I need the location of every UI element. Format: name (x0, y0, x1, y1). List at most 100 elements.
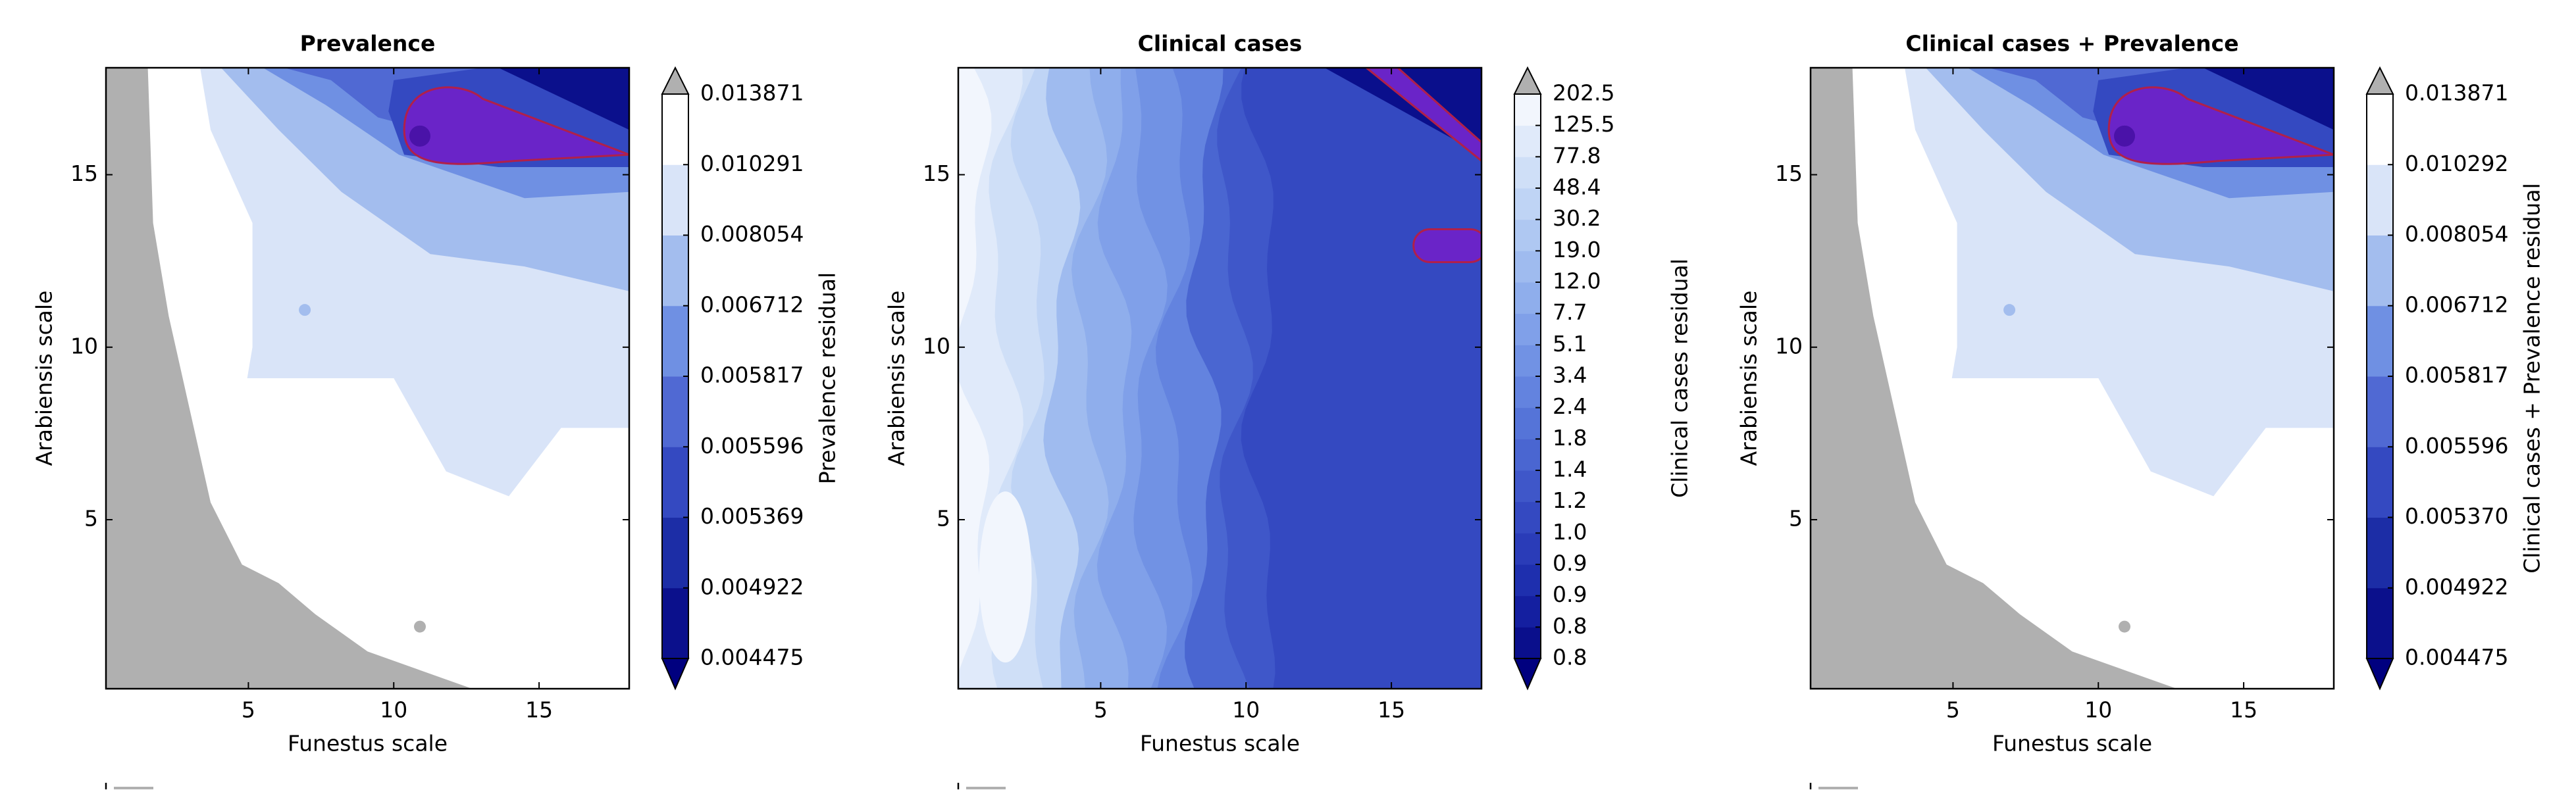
x-tick-label: 5 (1946, 697, 1960, 723)
y-tick-label: 15 (70, 161, 98, 186)
x-axis-label: Funestus scale (288, 731, 448, 756)
colorbar-tick-label: 1.0 (1553, 519, 1587, 545)
colorbar-tick-label: 0.005817 (700, 362, 804, 388)
colorbar-band (662, 587, 688, 659)
colorbar-tick-label: 12.0 (1553, 268, 1601, 294)
y-axis-label: Arabiensis scale (32, 291, 57, 466)
colorbar-band (1514, 533, 1541, 565)
colorbar-band (1514, 501, 1541, 533)
contour-spot (2114, 125, 2135, 147)
y-axis-label: Arabiensis scale (884, 291, 910, 466)
colorbar-band (1514, 564, 1541, 597)
x-axis-label: Funestus scale (1140, 731, 1300, 756)
contour-region (106, 68, 473, 689)
colorbar-tick-label: 19.0 (1553, 237, 1601, 262)
colorbar-tick-label: 125.5 (1553, 111, 1614, 137)
colorbar-band (1514, 439, 1541, 471)
x-tick-label: 15 (1378, 697, 1405, 723)
contour-region (2107, 86, 2334, 165)
colorbar-band (2367, 447, 2393, 518)
x-tick-label: 10 (1232, 697, 1260, 723)
chart-title: Prevalence (300, 31, 436, 57)
colorbar-tick-label: 0.005596 (2405, 433, 2508, 458)
y-tick-label: 5 (84, 506, 98, 532)
colorbar-tick-label: 1.4 (1553, 457, 1587, 482)
legend-swatch (114, 787, 153, 789)
colorbar-tick-label: 30.2 (1553, 205, 1601, 231)
colorbar-band (2367, 517, 2393, 589)
colorbar-label: Clinical cases + Prevalence residual (2519, 183, 2545, 573)
colorbar-band (662, 305, 688, 377)
contour-spot (2003, 304, 2016, 316)
colorbar-band (1514, 595, 1541, 628)
colorbar-label: Clinical cases residual (1667, 259, 1693, 498)
colorbar-band (1514, 282, 1541, 314)
colorbar-band (1514, 313, 1541, 345)
contour-region (1364, 68, 1481, 162)
colorbar-tick-label: 0.005817 (2405, 362, 2508, 388)
axes-frame (1809, 66, 2335, 690)
colorbar-tick-label: 0.010291 (700, 151, 804, 176)
legend-swatch (1818, 787, 1858, 789)
colorbar-extend (1513, 658, 1542, 691)
contour-spot (414, 620, 426, 633)
colorbar-extend (2365, 66, 2394, 95)
colorbar-band (662, 517, 688, 589)
colorbar-tick-label: 0.006712 (700, 291, 804, 317)
contour-region (1412, 228, 1481, 263)
colorbar-tick-label: 0.8 (1553, 645, 1587, 670)
colorbar-tick-label: 0.006712 (2405, 291, 2508, 317)
x-tick-label: 10 (2084, 697, 2112, 723)
contour-region (979, 491, 1032, 663)
x-axis-label: Funestus scale (1992, 731, 2152, 756)
contour-region (403, 86, 629, 165)
colorbar-band (1514, 376, 1541, 408)
colorbar-band (662, 164, 688, 235)
colorbar-band (1514, 125, 1541, 157)
colorbar-tick-label: 0.005596 (700, 433, 804, 458)
x-tick-label: 5 (1094, 697, 1108, 723)
axes-frame (105, 66, 631, 690)
contour-field (1811, 68, 2334, 689)
contour-spot (299, 304, 311, 316)
x-tick-label: 5 (242, 697, 255, 723)
colorbar-tick-label: 1.8 (1553, 425, 1587, 451)
colorbar-band (2367, 235, 2393, 307)
colorbar-tick-label: 48.4 (1553, 174, 1601, 200)
colorbar-tick-label: 3.4 (1553, 362, 1587, 388)
colorbar-tick-label: 0.005370 (2405, 503, 2508, 529)
contour-region (498, 68, 629, 130)
contour-region (1811, 68, 2177, 689)
colorbar-band (2367, 587, 2393, 659)
colorbar-tick-label: 0.008054 (2405, 221, 2508, 247)
contour-region (2203, 68, 2334, 130)
colorbar-tick-label: 202.5 (1553, 80, 1614, 106)
contour-spot (2119, 620, 2130, 633)
colorbar-tick-label: 7.7 (1553, 299, 1587, 325)
chart-title: Clinical cases + Prevalence (1905, 31, 2238, 57)
contour-region (1811, 68, 2334, 689)
colorbar-band (662, 447, 688, 518)
axes-frame (957, 66, 1483, 690)
panel: 5 10 15 5 10 15 Clinical cases Funestus scale Ar… (884, 31, 1693, 789)
contour-region (106, 68, 629, 689)
contour-spot (409, 125, 430, 147)
colorbar-extend (661, 658, 690, 691)
colorbar-band (1514, 157, 1541, 189)
colorbar-band (662, 94, 688, 165)
y-tick-label: 10 (923, 333, 950, 359)
colorbar-tick-label: 0.004922 (700, 574, 804, 599)
colorbar-tick-label: 0.004475 (700, 645, 804, 670)
colorbar-band (1514, 345, 1541, 377)
x-tick-label: 10 (380, 697, 407, 723)
contour-field (106, 68, 629, 689)
x-tick-label: 15 (525, 697, 553, 723)
x-tick-label: 15 (2230, 697, 2257, 723)
colorbar-band (662, 235, 688, 307)
colorbar-label: Prevalence residual (815, 272, 840, 484)
colorbar-band (2367, 305, 2393, 377)
colorbar-tick-label: 5.1 (1553, 331, 1587, 357)
y-tick-label: 10 (1775, 333, 1803, 359)
colorbar-band (1514, 94, 1541, 126)
